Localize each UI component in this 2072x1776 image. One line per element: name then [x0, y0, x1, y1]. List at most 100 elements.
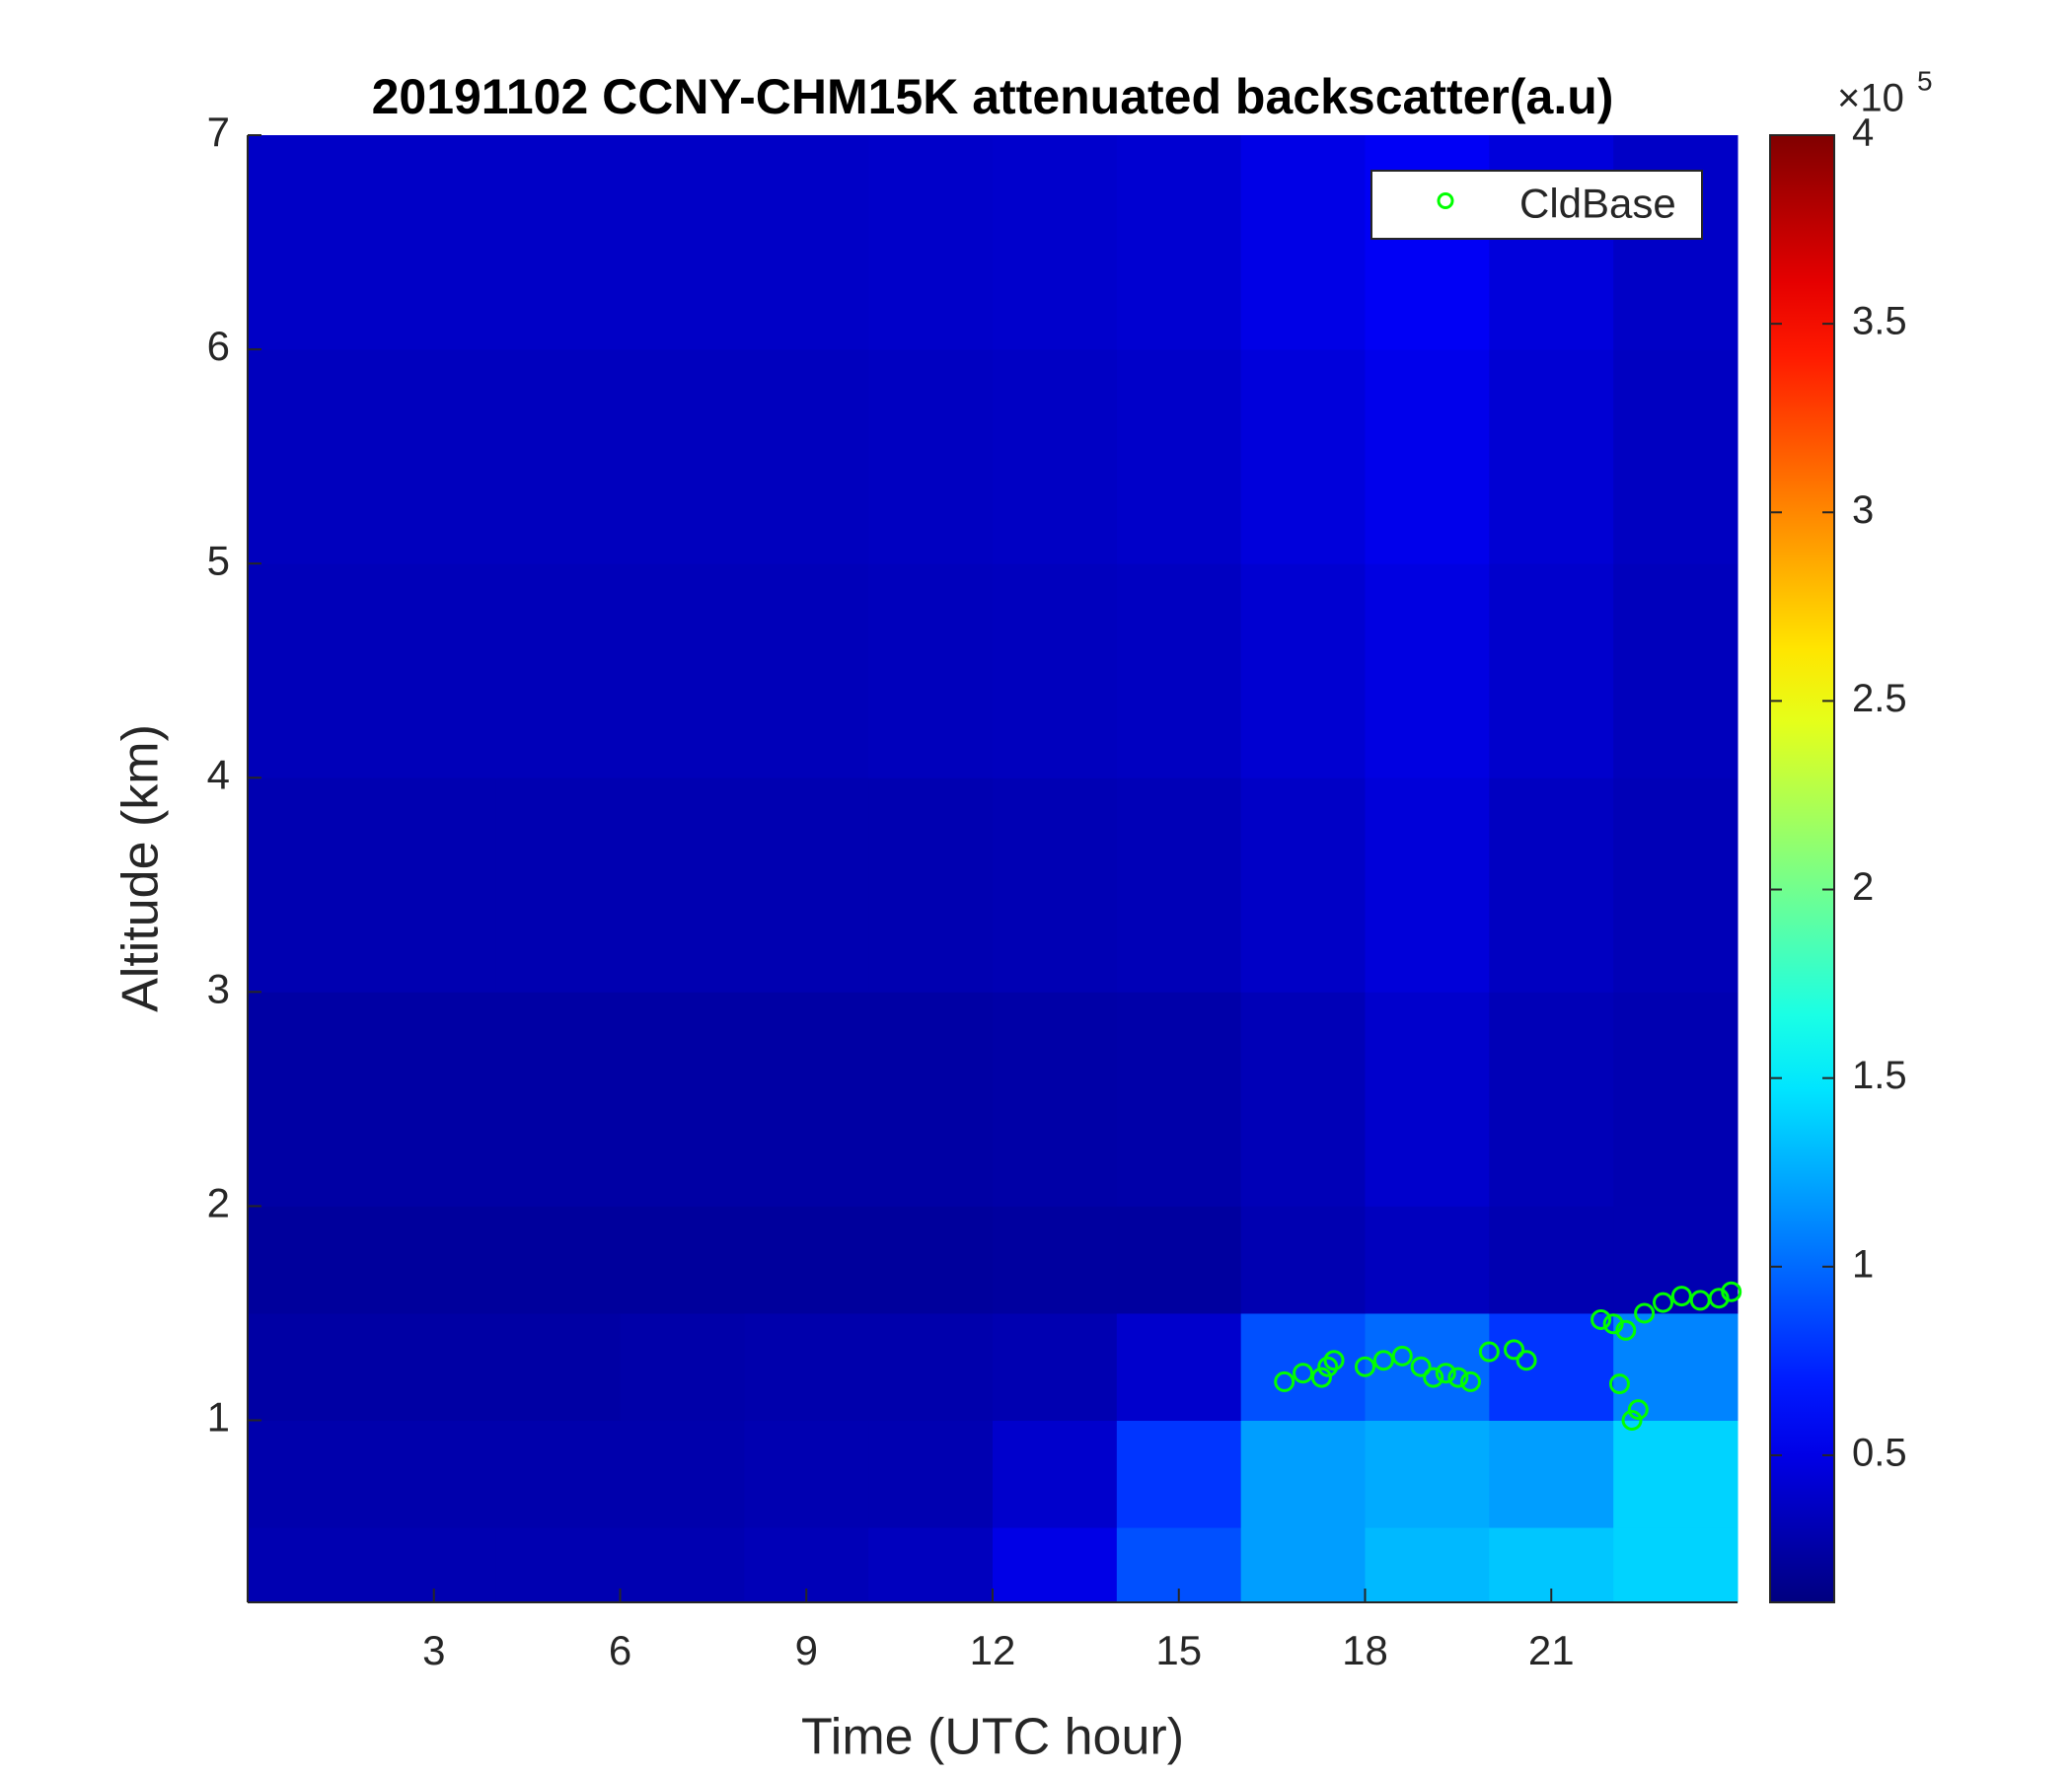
x-tick-label: 6 [609, 1627, 631, 1673]
colorbar-tick-label: 4 [1852, 111, 1874, 155]
cloud-base-point [1591, 1308, 1612, 1330]
cloud-base-point [1721, 1281, 1742, 1302]
heat-cell [744, 563, 869, 778]
heat-cell [868, 1312, 994, 1421]
cloud-base-point [1670, 1286, 1692, 1307]
heat-cell [1613, 135, 1739, 350]
heat-cell [1489, 992, 1614, 1207]
heat-cell [1489, 1420, 1614, 1528]
heat-cell [868, 1527, 994, 1603]
heat-cell [744, 1312, 869, 1421]
cloud-base-point [1372, 1350, 1394, 1371]
heat-cell [868, 135, 994, 350]
heat-cell [1365, 1206, 1490, 1314]
heat-cell [1116, 135, 1242, 350]
x-tick-label: 9 [795, 1627, 818, 1673]
heat-cell [993, 992, 1118, 1207]
colorbar-tick-label: 1 [1852, 1242, 1874, 1286]
heatmap [248, 135, 1739, 1603]
heat-cell [1240, 1206, 1366, 1314]
heat-cell [620, 563, 745, 778]
x-tick-label: 18 [1342, 1627, 1388, 1673]
heat-cell [371, 349, 497, 564]
heat-cell [744, 777, 869, 993]
heat-cell [495, 349, 621, 564]
heat-cell [248, 992, 373, 1207]
heat-cell [371, 777, 497, 993]
heat-cell [993, 777, 1118, 993]
colorbar-tick-label: 0.5 [1852, 1431, 1907, 1474]
heat-cell [1116, 563, 1242, 778]
heat-cell [1116, 777, 1242, 993]
heat-cell [495, 992, 621, 1207]
heat-cell [495, 1420, 621, 1528]
heat-cell [1489, 1206, 1614, 1314]
cloud-base-point [1447, 1367, 1469, 1388]
heat-cell [248, 1527, 373, 1603]
heat-cell [248, 777, 373, 993]
cloud-base-point [1355, 1356, 1375, 1377]
colorbar-tick-label: 3 [1852, 488, 1874, 532]
cloud-base-point [1459, 1370, 1481, 1392]
heat-cell [1240, 1527, 1366, 1603]
legend-marker [1437, 192, 1454, 209]
heat-cell [1365, 1527, 1490, 1603]
heat-cell [620, 1527, 745, 1603]
heat-cell [371, 563, 497, 778]
x-tick-label: 3 [422, 1627, 445, 1673]
heat-cell [495, 1206, 621, 1314]
heat-cell [993, 1420, 1118, 1528]
heat-cell [620, 1420, 745, 1528]
colorbar-tick-label: 2 [1852, 865, 1874, 909]
heat-cell [620, 1206, 745, 1314]
heat-cell [993, 563, 1118, 778]
heat-cell [868, 563, 994, 778]
heat-cell [868, 349, 994, 564]
heat-cell [1489, 135, 1614, 350]
cloud-base-point [1602, 1313, 1624, 1335]
heat-cell [1116, 1312, 1242, 1421]
heat-cell [744, 1206, 869, 1314]
heat-cell [1365, 777, 1490, 993]
heat-cell [371, 992, 497, 1207]
heat-cell [1365, 563, 1490, 778]
chart-title: 20191102 CCNY-CHM15K attenuated backscat… [372, 69, 1614, 124]
heat-cell [1613, 992, 1739, 1207]
cloud-base-point [1391, 1345, 1413, 1367]
cloud-base-point [1317, 1356, 1339, 1377]
heat-cell [248, 135, 373, 350]
cloud-base-point [1634, 1302, 1656, 1324]
heat-cell [993, 1527, 1118, 1603]
cloud-base-point [1410, 1356, 1432, 1377]
colorbar-exponent: 5 [1917, 65, 1933, 96]
heat-cell [1240, 1312, 1366, 1421]
heat-cell [993, 1206, 1118, 1314]
y-tick-label: 6 [207, 323, 230, 369]
heat-cell [495, 135, 621, 350]
heat-cell [1489, 349, 1614, 564]
heat-cell [1240, 563, 1366, 778]
cloud-base-point [1608, 1373, 1630, 1395]
heat-cell [1489, 563, 1614, 778]
heat-cell [248, 563, 373, 778]
legend-label: CldBase [1519, 181, 1676, 227]
heat-cell [371, 1420, 497, 1528]
heat-cell [1365, 1420, 1490, 1528]
y-tick-label: 5 [207, 537, 230, 583]
heat-cell [1489, 1312, 1614, 1421]
heat-cell [1365, 992, 1490, 1207]
x-tick-label: 21 [1528, 1627, 1575, 1673]
heat-cell [1116, 1206, 1242, 1314]
heat-cell [620, 349, 745, 564]
cloud-base-point [1653, 1292, 1673, 1313]
heat-cell [744, 1420, 869, 1528]
cloud-base-point [1293, 1363, 1314, 1384]
cloud-base-point [1323, 1350, 1345, 1371]
y-tick-label: 2 [207, 1179, 230, 1225]
cloud-base-point [1504, 1339, 1524, 1361]
cloud-base-point [1615, 1319, 1637, 1341]
heat-cell [248, 1312, 373, 1421]
